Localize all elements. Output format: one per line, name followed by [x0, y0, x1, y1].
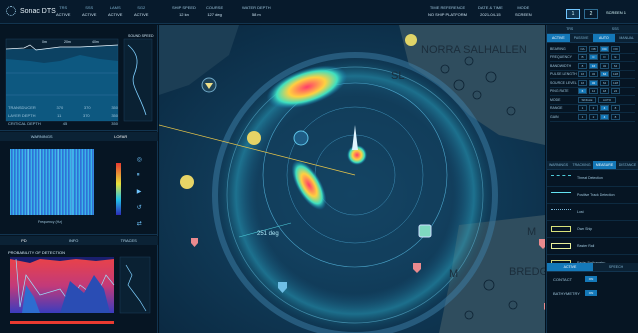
right-sidebar: TRS SSS ACTIVE PASSIVE AUTO MANUAL BEARI… — [546, 25, 638, 333]
tab-info[interactable]: INFO — [68, 238, 79, 243]
legend-tabs: WARNINGS TRACKING MEASURE DISTANCE — [547, 161, 638, 170]
contact-toggle[interactable]: ON — [585, 276, 597, 282]
sensor-tabs: TRS SSS — [547, 25, 638, 34]
pod-chart — [10, 256, 151, 324]
toggle-panel: ACTIVE SPEECH CONTACT ON BATHYMETRY ON — [547, 263, 638, 300]
play-icon[interactable]: ▶ — [136, 189, 142, 195]
depth-stats: TRANSDUCER 370 370 350 LAYER DEPTH 11 37… — [8, 105, 118, 129]
status-trs: TRS ACTIVE — [56, 5, 71, 17]
lofar-tabs: WARNINGS LOFAR — [0, 132, 158, 141]
setting-row: BANDWIDTH 8 16 32 64 — [550, 62, 635, 71]
left-sidebar: 0m 20m 40m SOUND SPEED TRANSDUCER 370 37… — [0, 25, 158, 333]
status-sss: SSS ACTIVE — [82, 5, 97, 17]
tab-speech[interactable]: SPEECH — [608, 265, 624, 269]
tab-auto[interactable]: AUTO — [592, 34, 616, 42]
lofar-controls: ◎ ⏸ ▶ ↺ ⇄ — [137, 156, 142, 227]
sonar-display: 251 deg NORRA SALHALLEN BREDGA M M SL — [159, 25, 545, 333]
svg-text:M: M — [527, 226, 536, 238]
status-sg2: SG2 ACTIVE — [134, 5, 149, 17]
svg-text:Frequency (Hz): Frequency (Hz) — [38, 220, 62, 224]
toggle-contact: CONTACT ON — [547, 272, 638, 286]
svg-text:40m: 40m — [92, 40, 99, 44]
page-1-button[interactable]: 1 — [566, 9, 580, 19]
contact-markers[interactable] — [180, 34, 545, 313]
svg-text:SL: SL — [391, 70, 404, 82]
rewind-icon[interactable]: ↺ — [136, 205, 142, 211]
tab-warnings[interactable]: WARNINGS — [30, 134, 53, 139]
setting-row: PING RATE 6 12 18 24 — [550, 88, 635, 96]
tab-warnings-r[interactable]: WARNINGS — [548, 163, 569, 167]
page-2-button[interactable]: 2 — [584, 9, 598, 19]
info-course: COURSE 127 deg — [206, 5, 224, 17]
stat-row: CRITICAL DEPTH 45 350 — [8, 121, 118, 126]
svg-text:BREDGA: BREDGA — [509, 266, 545, 278]
info-water-depth: WATER DEPTH 58 m — [242, 5, 271, 17]
top-bar: Sonac DTS TRS ACTIVE SSS ACTIVE LAMS ACT… — [0, 0, 638, 24]
bearing-label: 251 deg — [257, 231, 279, 237]
status-lams: LAMS ACTIVE — [108, 5, 123, 17]
bathymetry-toggle[interactable]: ON — [585, 290, 597, 296]
screen-label: SCREEN 1 — [606, 10, 627, 15]
tab-sss[interactable]: SSS — [611, 27, 619, 31]
mode-tabs: ACTIVE PASSIVE AUTO MANUAL — [547, 34, 638, 43]
lofar-waterfall: Frequency (Hz) — [10, 149, 121, 224]
swap-icon[interactable]: ⇄ — [136, 221, 142, 227]
tab-lofar[interactable]: LOFAR — [114, 134, 128, 139]
tab-toggle-active[interactable]: ACTIVE — [547, 263, 593, 271]
legend-item: Own Ship — [547, 221, 638, 238]
tab-manual[interactable]: MANUAL — [619, 36, 634, 40]
toggle-tabs: ACTIVE SPEECH — [547, 263, 638, 272]
setting-row: MODE SINGLE AUTO — [550, 96, 635, 105]
pause-icon[interactable]: ⏸ — [136, 172, 140, 178]
depth-profile-panel: 0m 20m 40m SOUND SPEED TRANSDUCER 370 37… — [0, 25, 158, 131]
tab-pd[interactable]: PD — [21, 238, 27, 243]
tab-traces[interactable]: TRACES — [120, 238, 137, 243]
setting-row: GAIN 1 2 4 8 — [550, 113, 635, 122]
setting-row: FREQUENCY B C D E — [550, 54, 635, 62]
tab-active[interactable]: ACTIVE — [547, 34, 570, 42]
setting-row: BEARING OA OB OC OD — [550, 45, 635, 54]
svg-text:20m: 20m — [64, 40, 71, 44]
setting-row: RANGE 1 2 4 8 — [550, 105, 635, 113]
sonar-map[interactable]: 251 deg NORRA SALHALLEN BREDGA M M SL — [159, 25, 545, 333]
app-name: Sonac DTS — [20, 7, 56, 15]
legend-item: Raster Rail — [547, 238, 638, 255]
legend-item: Positive Track Detection — [547, 187, 638, 204]
legend-item: Threat Detection — [547, 170, 638, 187]
logo-icon — [6, 6, 16, 16]
app-logo: Sonac DTS — [6, 6, 56, 16]
toggle-bathymetry: BATHYMETRY ON — [547, 286, 638, 300]
info-mode: MODE SCREEN — [515, 5, 532, 17]
pod-panel: PD INFO TRACES PROBABILITY OF DETECTION — [0, 236, 158, 333]
info-date-time: DATE & TIME 2021-04-15 — [478, 5, 503, 17]
setting-row: PULSE LENGTH 16 32 64 128 — [550, 71, 635, 79]
settings-table: BEARING OA OB OC OD FREQUENCY B C D E BA… — [547, 43, 638, 124]
pod-title: PROBABILITY OF DETECTION — [8, 250, 66, 255]
svg-text:0m: 0m — [42, 40, 47, 44]
tab-trs[interactable]: TRS — [566, 27, 574, 31]
svg-text:SOUND SPEED: SOUND SPEED — [128, 34, 154, 38]
tab-measure[interactable]: MEASURE — [593, 161, 616, 169]
depth-profile-chart: 0m 20m 40m SOUND SPEED — [5, 34, 154, 122]
legend-panel: WARNINGS TRACKING MEASURE DISTANCE Threa… — [547, 161, 638, 272]
stat-row: LAYER DEPTH 11 370 350 — [8, 113, 118, 118]
pod-tabs: PD INFO TRACES — [0, 236, 158, 245]
legend-item: Lost — [547, 204, 638, 221]
lofar-panel: WARNINGS LOFAR — [0, 132, 158, 235]
svg-text:M: M — [449, 268, 458, 280]
svg-text:NORRA SALHALLEN: NORRA SALHALLEN — [421, 44, 527, 56]
tab-distance[interactable]: DISTANCE — [618, 163, 637, 167]
info-ship-speed: SHIP SPEED 12 kn — [172, 5, 196, 17]
target-icon[interactable]: ◎ — [136, 157, 142, 163]
tab-tracking[interactable]: TRACKING — [572, 163, 591, 167]
info-time-reference: TIME REFERENCE NO SHIP PLATFORM — [428, 5, 467, 17]
setting-row: SOURCE LEVEL 16 32 64 128 — [550, 79, 635, 88]
stat-row: TRANSDUCER 370 370 350 — [8, 105, 118, 110]
tab-passive[interactable]: PASSIVE — [573, 36, 589, 40]
